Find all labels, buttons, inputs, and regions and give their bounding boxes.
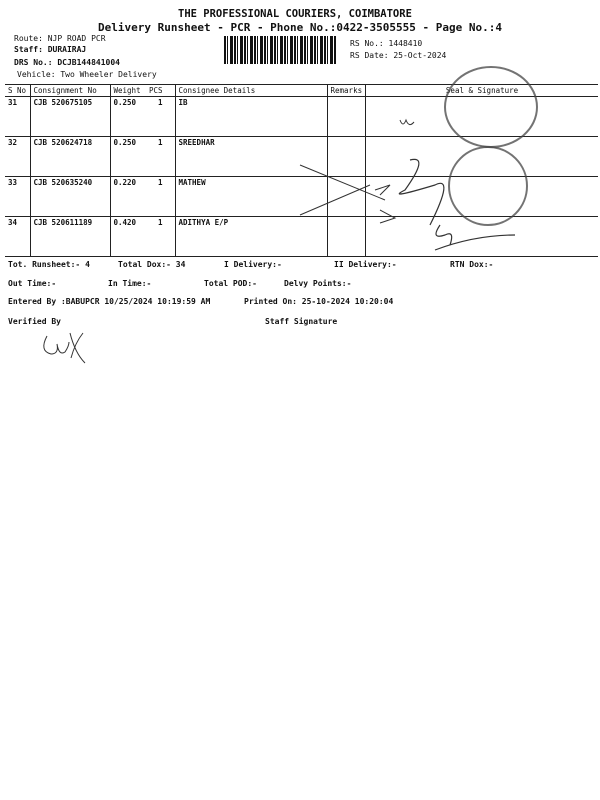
weight: 0.250 [109, 96, 146, 137]
rs-number: RS No.: 1448410 [350, 39, 423, 48]
sno: 31 [5, 96, 31, 137]
col-remarks: Remarks [326, 84, 367, 97]
weight: 0.250 [109, 136, 146, 177]
route: Route: NJP ROAD PCR [14, 34, 106, 43]
sno: 33 [5, 176, 31, 217]
pcs: 1 [146, 136, 176, 177]
tot-runsheet: Tot. Runsheet:- 4 [8, 260, 90, 269]
rtn-dox: RTN Dox:- [450, 260, 494, 269]
col-consignment: Consignment No [29, 84, 111, 97]
delvy-points: Delvy Points:- [284, 279, 352, 288]
weight: 0.420 [109, 216, 146, 257]
remarks [326, 216, 367, 257]
consignee: MATHEW [174, 176, 328, 217]
consignee: ADITHYA E/P [174, 216, 328, 257]
out-time: Out Time:- [8, 279, 57, 288]
company-name: THE PROFESSIONAL COURIERS, COIMBATORE [178, 8, 412, 20]
total-pod: Total POD:- [204, 279, 257, 288]
sno: 34 [5, 216, 31, 257]
verifier-signature [43, 332, 86, 364]
pcs: 1 [146, 96, 176, 137]
consignment-no: CJB 520675105 [29, 96, 111, 137]
col-consignee: Consignee Details [174, 84, 328, 97]
i-delivery: I Delivery:- [224, 260, 282, 269]
consignment-no: CJB 520611189 [29, 216, 111, 257]
runsheet-title: Delivery Runsheet - PCR - Phone No.:0422… [98, 21, 502, 34]
runsheet-table: S No Consignment No Weight PCS Consignee… [5, 84, 598, 257]
col-sno: S No [5, 84, 31, 97]
ii-delivery: II Delivery:- [334, 260, 397, 269]
table-row: 33 CJB 520635240 0.220 1 MATHEW [5, 176, 598, 217]
vehicle: Vehicle: Two Wheeler Delivery [17, 70, 157, 79]
weight: 0.220 [109, 176, 146, 217]
staff-signature: Staff Signature [265, 317, 338, 326]
barcode [224, 36, 336, 64]
staff: Staff: DURAIRAJ [14, 45, 87, 54]
consignee: IB [174, 96, 328, 137]
total-dox: Total Dox:- 34 [118, 260, 186, 269]
col-weight: Weight [109, 84, 146, 97]
printed-on: Printed On: 25-10-2024 10:20:04 [244, 297, 394, 306]
pcs: 1 [146, 176, 176, 217]
pcs: 1 [146, 216, 176, 257]
sno: 32 [5, 136, 31, 177]
entered-by: Entered By :BABUPCR 10/25/2024 10:19:59 … [8, 297, 211, 306]
rs-date: RS Date: 25-Oct-2024 [350, 51, 447, 60]
handwritten-signatures [299, 118, 516, 251]
in-time: In Time:- [108, 279, 152, 288]
table-row: 34 CJB 520611189 0.420 1 ADITHYA E/P [5, 216, 598, 257]
consignment-no: CJB 520624718 [29, 136, 111, 177]
branch-seal-stamp [448, 146, 528, 226]
remarks [326, 176, 367, 217]
consignee: SREEDHAR [174, 136, 328, 177]
consignment-no: CJB 520635240 [29, 176, 111, 217]
verified-by: Verified By [8, 317, 61, 326]
drs-number: DRS No.: DCJB144841004 [14, 58, 120, 67]
col-pcs: PCS [146, 84, 176, 97]
